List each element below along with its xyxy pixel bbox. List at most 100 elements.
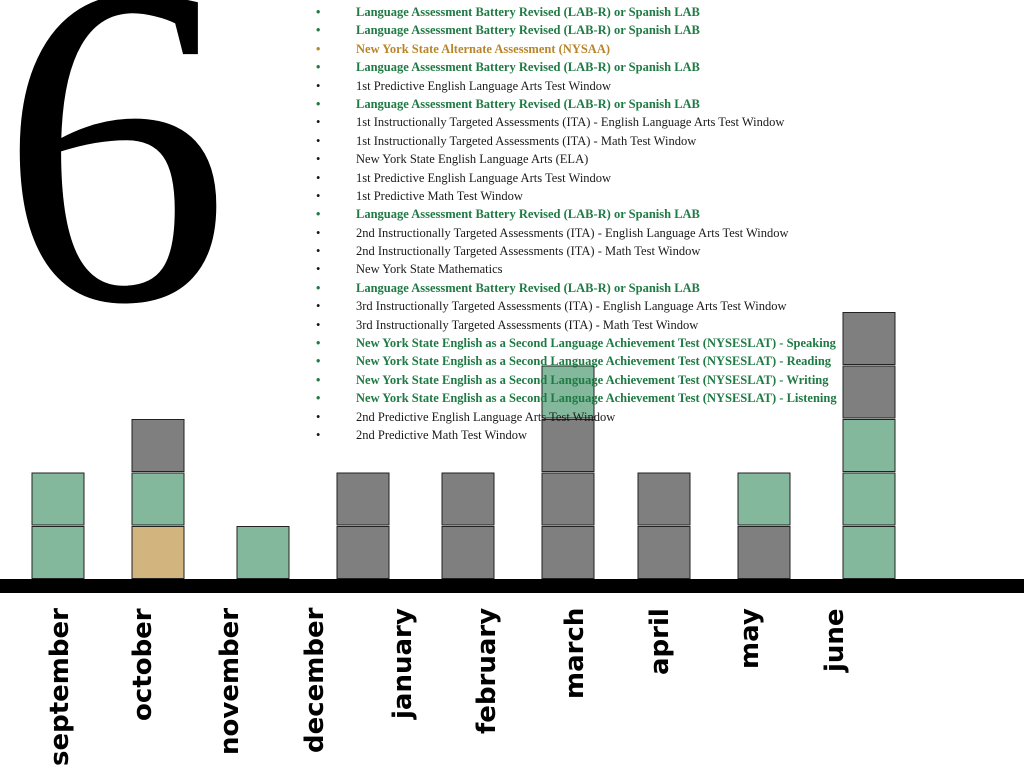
- test-box-december: [336, 472, 390, 526]
- test-list-item: • Language Assessment Battery Revised (LA…: [316, 279, 837, 297]
- test-label: New York State English as a Second Langu…: [356, 372, 829, 387]
- bullet-icon: •: [316, 280, 321, 295]
- test-label: 2nd Instructionally Targeted Assessments…: [356, 244, 701, 259]
- test-list-item: • New York State English as a Second Lang…: [316, 352, 837, 370]
- bullet-icon: •: [316, 170, 321, 185]
- test-box-june: [842, 526, 896, 579]
- test-box-march: [637, 526, 691, 579]
- test-box-february: [541, 472, 595, 526]
- test-list-item: • 1st Predictive English Language Arts Te…: [316, 77, 837, 95]
- test-box-february: [541, 419, 595, 472]
- test-list-item: • Language Assessment Battery Revised (LA…: [316, 95, 837, 113]
- test-box-april: [737, 472, 791, 526]
- month-label-april: april: [645, 608, 675, 675]
- test-box-november: [236, 526, 290, 579]
- test-label: New York State Alternate Assessment (NYS…: [356, 41, 611, 56]
- month-label-november: november: [215, 607, 245, 755]
- test-list-item: • Language Assessment Battery Revised (LA…: [316, 58, 837, 76]
- test-label: Language Assessment Battery Revised (LAB…: [356, 23, 700, 38]
- test-label: 2nd Instructionally Targeted Assessments…: [356, 225, 789, 240]
- test-list-item: • 2nd Instructionally Targeted Assessment…: [316, 242, 837, 260]
- bullet-icon: •: [316, 299, 321, 314]
- bullet-icon: •: [316, 5, 321, 19]
- test-box-september: [31, 526, 85, 579]
- test-list-item: • New York State Mathematics: [316, 260, 837, 278]
- test-box-june: [842, 419, 896, 472]
- test-label: 1st Predictive English Language Arts Tes…: [356, 170, 612, 185]
- bullet-icon: •: [316, 372, 321, 387]
- month-label-january: january: [388, 608, 418, 719]
- test-label: 2nd Predictive English Language Arts Tes…: [356, 409, 616, 424]
- month-label-june: june: [820, 608, 850, 672]
- test-label: New York State English Language Arts (EL…: [356, 152, 589, 167]
- bullet-icon: •: [316, 409, 321, 424]
- test-label: 1st Predictive English Language Arts Tes…: [356, 78, 612, 93]
- test-label: New York State Mathematics: [356, 262, 503, 277]
- test-list-item: • New York State English Language Arts (E…: [316, 150, 837, 168]
- test-box-june: [842, 472, 896, 526]
- grade-number: 6: [0, 0, 230, 399]
- month-label-february: february: [472, 607, 502, 734]
- bullet-icon: •: [316, 115, 321, 130]
- test-list-item: • New York State English as a Second Lang…: [316, 371, 837, 389]
- month-label-september: september: [45, 608, 75, 766]
- test-box-january: [441, 472, 495, 526]
- test-box-january: [441, 526, 495, 579]
- test-box-october: [131, 419, 185, 472]
- bullet-icon: •: [316, 427, 321, 442]
- test-box-october: [131, 526, 185, 579]
- bullet-icon: •: [316, 78, 321, 93]
- bullet-icon: •: [316, 317, 321, 332]
- test-label: 3rd Instructionally Targeted Assessments…: [356, 317, 699, 332]
- test-list-item: • 1st Instructionally Targeted Assessment…: [316, 113, 837, 131]
- bullet-icon: •: [316, 96, 321, 111]
- bullet-icon: •: [316, 262, 321, 277]
- bullet-icon: •: [316, 244, 321, 259]
- test-box-september: [31, 472, 85, 526]
- test-list-item: • 3rd Instructionally Targeted Assessment…: [316, 316, 837, 334]
- test-label: 1st Predictive Math Test Window: [356, 188, 523, 203]
- test-label: Language Assessment Battery Revised (LAB…: [356, 60, 700, 75]
- test-list: • Language Assessment Battery Revised (LA…: [316, 3, 837, 444]
- test-label: New York State English as a Second Langu…: [356, 354, 832, 369]
- test-box-december: [336, 526, 390, 579]
- test-label: 3rd Instructionally Targeted Assessments…: [356, 299, 787, 314]
- month-label-may: may: [735, 608, 765, 669]
- test-list-item: • 2nd Instructionally Targeted Assessment…: [316, 224, 837, 242]
- test-box-june: [842, 312, 896, 365]
- test-list-item: • Language Assessment Battery Revised (LA…: [316, 205, 837, 223]
- test-box-march: [637, 472, 691, 526]
- test-label: Language Assessment Battery Revised (LAB…: [356, 96, 700, 111]
- test-list-item: • New York State English as a Second Lang…: [316, 334, 837, 352]
- month-label-march: march: [560, 607, 590, 699]
- test-box-february: [541, 526, 595, 579]
- bullet-icon: •: [316, 133, 321, 148]
- month-label-december: december: [300, 607, 330, 753]
- bullet-icon: •: [316, 23, 321, 38]
- month-label-october: october: [128, 608, 158, 721]
- test-label: 1st Instructionally Targeted Assessments…: [356, 133, 697, 148]
- test-list-item: • 3rd Instructionally Targeted Assessment…: [316, 297, 837, 315]
- test-list-item: • Language Assessment Battery Revised (LA…: [316, 21, 837, 39]
- test-box-february: [541, 365, 595, 419]
- test-box-june: [842, 365, 896, 419]
- test-list-item: • 2nd Predictive Math Test Window: [316, 426, 837, 444]
- test-label: 1st Instructionally Targeted Assessments…: [356, 115, 785, 130]
- bullet-icon: •: [316, 60, 321, 75]
- test-label: Language Assessment Battery Revised (LAB…: [356, 5, 700, 19]
- bullet-icon: •: [316, 391, 321, 406]
- bullet-icon: •: [316, 354, 321, 369]
- test-label: 2nd Predictive Math Test Window: [356, 427, 528, 442]
- test-box-april: [737, 526, 791, 579]
- test-list-item: • New York State Alternate Assessment (NY…: [316, 40, 837, 58]
- bullet-icon: •: [316, 152, 321, 167]
- test-list-item: • 1st Predictive Math Test Window: [316, 187, 837, 205]
- bullet-icon: •: [316, 225, 321, 240]
- test-list-item: • 2nd Predictive English Language Arts Te…: [316, 408, 837, 426]
- test-label: New York State English as a Second Langu…: [356, 391, 837, 406]
- test-list-item: • 1st Instructionally Targeted Assessment…: [316, 132, 837, 150]
- bullet-icon: •: [316, 188, 321, 203]
- bullet-icon: •: [316, 41, 321, 56]
- test-list-item: • 1st Predictive English Language Arts Te…: [316, 169, 837, 187]
